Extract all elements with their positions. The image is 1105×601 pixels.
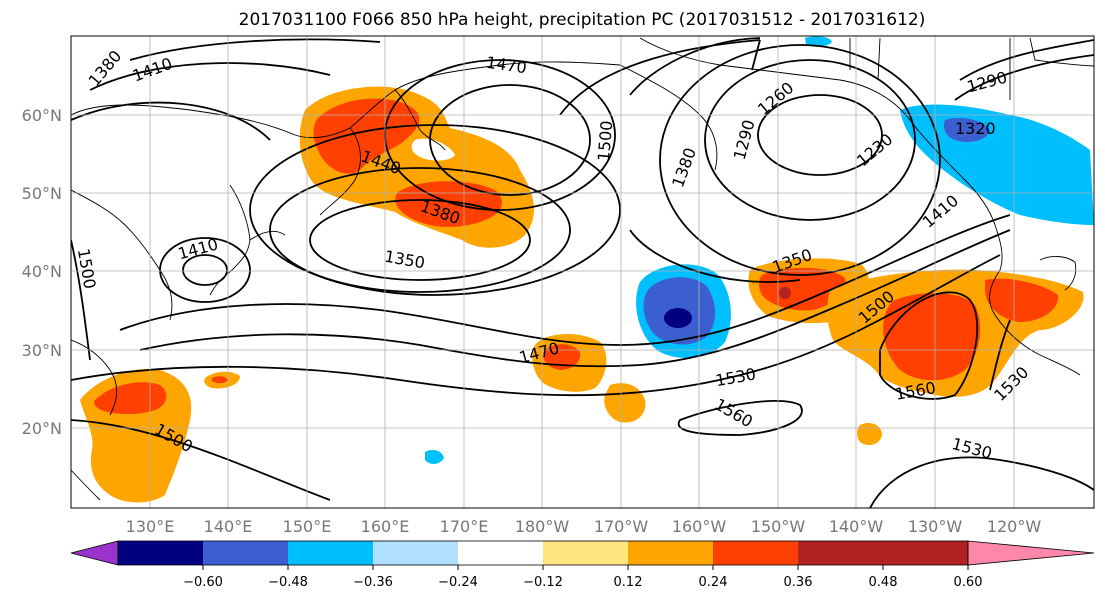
colorbar-segment — [118, 541, 203, 565]
colorbar-tick-label: 0.36 — [784, 575, 813, 590]
colorbar-segment — [203, 541, 288, 565]
lon-label: 140°W — [829, 517, 884, 536]
coastlines — [71, 37, 1094, 501]
colorbar-tick-label: 0.12 — [614, 575, 643, 590]
latitude-labels: 60°N 50°N 40°N 30°N 20°N — [22, 106, 62, 438]
negative-precip-shading — [425, 36, 1094, 464]
lat-label: 40°N — [22, 262, 62, 281]
lat-label: 50°N — [22, 184, 62, 203]
colorbar-tick-label: 0.24 — [699, 575, 728, 590]
contour-1410-west — [182, 254, 228, 286]
lon-label: 140°E — [204, 517, 253, 536]
lon-label: 150°E — [283, 517, 332, 536]
longitude-labels: 130°E 140°E 150°E 160°E 170°E 180°W 170°… — [126, 517, 1042, 536]
lat-label: 20°N — [22, 419, 62, 438]
lon-label: 130°E — [126, 517, 175, 536]
colorbar-arrow-right — [967, 540, 1095, 566]
lon-label: 170°E — [440, 517, 489, 536]
colorbar-ticks — [202, 565, 969, 570]
lon-label: 170°W — [594, 517, 649, 536]
colorbar-segment — [288, 541, 373, 565]
colorbar: −0.60 −0.48 −0.36 −0.24 −0.12 0.12 0.24 … — [70, 540, 1095, 590]
colorbar-tick-label: 0.60 — [954, 575, 983, 590]
colorbar-tick-label: −0.12 — [523, 575, 563, 590]
colorbar-tick-label: 0.48 — [869, 575, 898, 590]
lat-label: 60°N — [22, 106, 62, 125]
lon-label: 120°W — [987, 517, 1042, 536]
colorbar-segment — [543, 541, 628, 565]
colorbar-tick-label: −0.36 — [353, 575, 393, 590]
colorbar-tick-label: −0.60 — [183, 575, 223, 590]
colorbar-segment — [628, 541, 713, 565]
height-contours — [71, 37, 1094, 508]
lon-label: 180°W — [515, 517, 570, 536]
colorbar-segment — [798, 541, 883, 565]
contour-label: 1320 — [955, 119, 996, 138]
colorbar-arrow-left — [70, 540, 119, 566]
colorbar-segment — [883, 541, 968, 565]
map-frame — [70, 35, 1095, 509]
contour-label: 1500 — [594, 120, 616, 162]
lon-label: 130°W — [908, 517, 963, 536]
graticule — [71, 36, 1094, 508]
colorbar-segment — [713, 541, 798, 565]
colorbar-segment — [373, 541, 458, 565]
lon-label: 160°E — [361, 517, 410, 536]
lat-label: 30°N — [22, 341, 62, 360]
colorbar-tick-label: −0.48 — [268, 575, 308, 590]
colorbar-tick-label: −0.24 — [438, 575, 478, 590]
lon-label: 150°W — [751, 517, 806, 536]
map-title: 2017031100 F066 850 hPa height, precipit… — [239, 10, 926, 30]
colorbar-segment — [458, 541, 543, 565]
lon-label: 160°W — [672, 517, 727, 536]
